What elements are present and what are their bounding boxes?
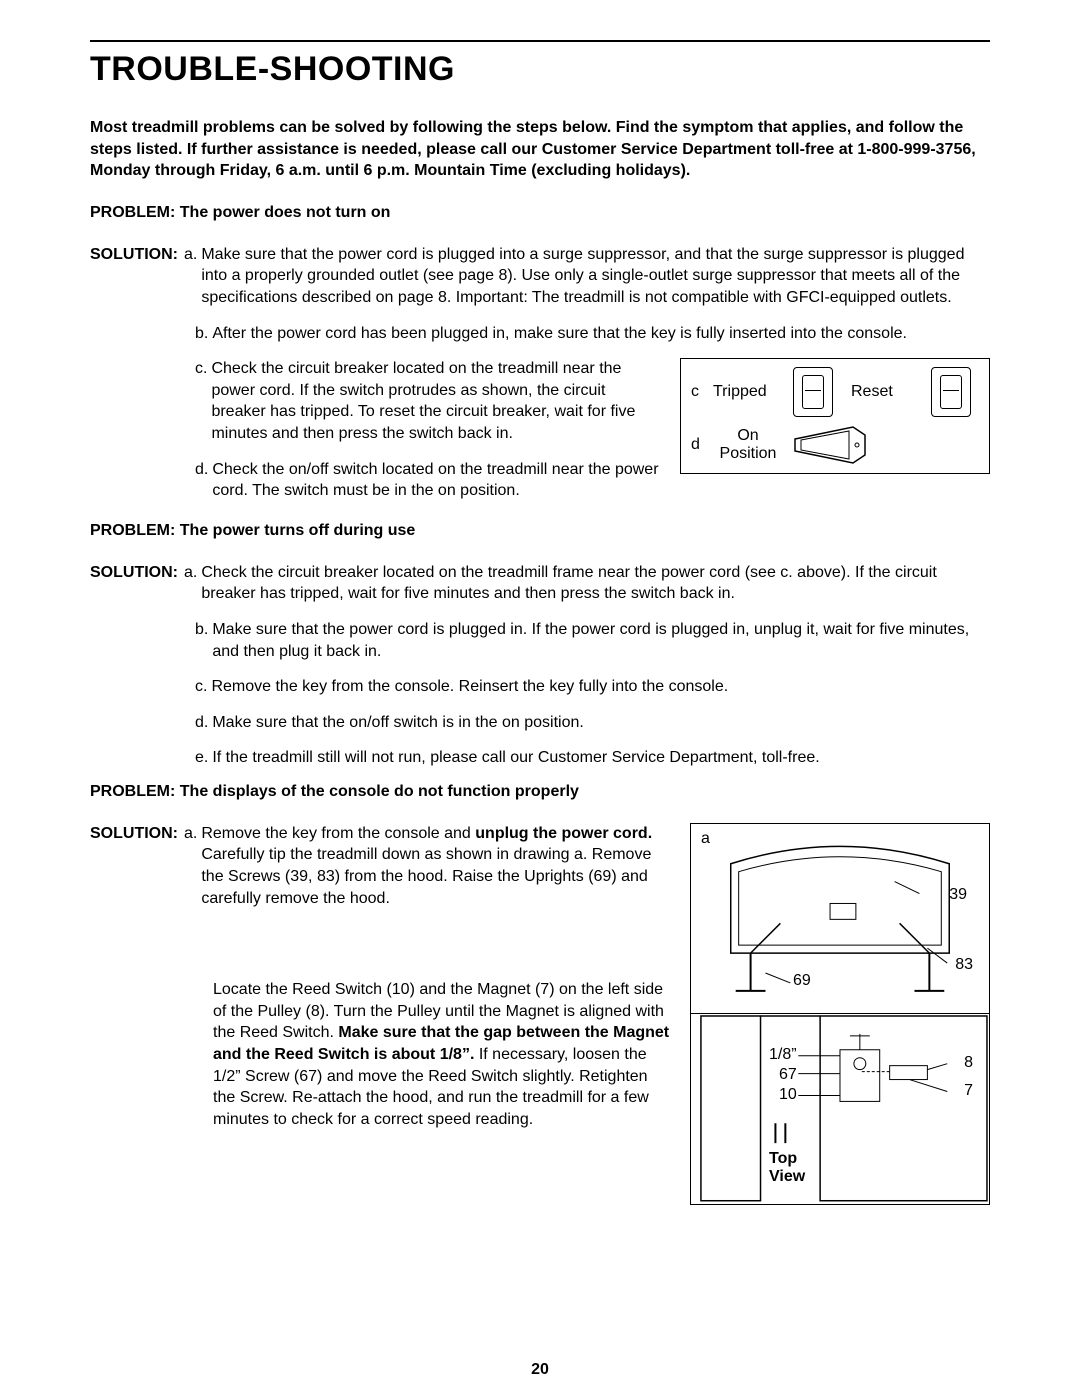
figure-a: a 39 69 83 (690, 823, 990, 1205)
fig-c-tag: c (691, 383, 703, 401)
solution-1a-text: Make sure that the power cord is plugged… (201, 244, 990, 309)
bullet-a: a. (184, 244, 197, 266)
solution-2e: e. If the treadmill still will not run, … (195, 747, 990, 769)
callout-view: View (769, 1168, 805, 1186)
callout-18: 1/8” (769, 1046, 797, 1064)
fig-c-row: c Tripped Reset (691, 367, 979, 417)
row-p3: SOLUTION: a. Remove the key from the con… (90, 823, 990, 1205)
solution-label-3: SOLUTION: (90, 823, 178, 845)
solution-1c-text: Check the circuit breaker located on the… (211, 358, 660, 444)
bullet-3a: a. (184, 823, 197, 845)
solution-1d: d. Check the on/off switch located on th… (195, 459, 660, 502)
solution-3-para2: Locate the Reed Switch (10) and the Magn… (213, 979, 670, 1130)
callout-10: 10 (779, 1086, 797, 1104)
solution-2a: SOLUTION: a. Check the circuit breaker l… (90, 562, 990, 605)
p3-para2-text: Locate the Reed Switch (10) and the Magn… (213, 979, 670, 1130)
solution-1a: SOLUTION: a. Make sure that the power co… (90, 244, 990, 309)
solution-1b: b. After the power cord has been plugged… (195, 323, 990, 345)
page-number: 20 (0, 1361, 1080, 1379)
bullet-2d: d. (195, 712, 208, 734)
toggle-switch-icon (793, 425, 867, 465)
reset-switch-icon (931, 367, 971, 417)
bullet-2a: a. (184, 562, 197, 584)
solution-1b-text: After the power cord has been plugged in… (212, 323, 990, 345)
fig-d-row: d On Position (691, 425, 979, 465)
col-p3-text: SOLUTION: a. Remove the key from the con… (90, 823, 670, 1145)
solution-2d-text: Make sure that the on/off switch is in t… (212, 712, 990, 734)
callout-39: 39 (949, 886, 967, 904)
figure-a-top: a 39 69 83 (691, 824, 989, 1014)
bullet-c: c. (195, 358, 207, 380)
p3a-post1: Carefully tip the treadmill down as show… (201, 846, 651, 906)
callout-top: Top (769, 1150, 797, 1168)
fig-d-tag: d (691, 436, 703, 454)
solution-2b-text: Make sure that the power cord is plugged… (212, 619, 990, 662)
fig-tripped-label: Tripped (713, 383, 783, 401)
solution-1c: c. Check the circuit breaker located on … (195, 358, 660, 444)
figure-cd: c Tripped Reset d On Position (680, 358, 990, 474)
bullet-b: b. (195, 323, 208, 345)
solution-2c-text: Remove the key from the console. Reinser… (211, 676, 990, 698)
bullet-2b: b. (195, 619, 208, 641)
row-cd: c. Check the circuit breaker located on … (90, 358, 990, 516)
problem-3-label: PROBLEM: The displays of the console do … (90, 783, 990, 801)
solution-label: SOLUTION: (90, 244, 178, 266)
on-position-label: On Position (713, 427, 783, 463)
solution-label-2: SOLUTION: (90, 562, 178, 584)
top-rule (90, 40, 990, 42)
p3a-bold1: unplug the power cord. (475, 825, 652, 842)
solution-1d-text: Check the on/off switch located on the t… (212, 459, 660, 502)
figure-a-bottom: 1/8” 67 10 8 7 Top View (691, 1014, 989, 1204)
solution-2d: d. Make sure that the on/off switch is i… (195, 712, 990, 734)
fig-reset-label: Reset (851, 383, 921, 401)
callout-83: 83 (955, 956, 973, 974)
bullet-2e: e. (195, 747, 208, 769)
problem-2-label: PROBLEM: The power turns off during use (90, 522, 990, 540)
page-title: TROUBLE-SHOOTING (90, 50, 990, 89)
callout-7: 7 (964, 1082, 973, 1100)
solution-2e-text: If the treadmill still will not run, ple… (212, 747, 990, 769)
reed-switch-drawing-icon (691, 1014, 989, 1203)
solution-3a-text: Remove the key from the console and unpl… (201, 823, 670, 909)
solution-2c: c. Remove the key from the console. Rein… (195, 676, 990, 698)
solution-3a: SOLUTION: a. Remove the key from the con… (90, 823, 670, 909)
problem-1-label: PROBLEM: The power does not turn on (90, 204, 990, 222)
col-cd-text: c. Check the circuit breaker located on … (90, 358, 660, 516)
callout-69: 69 (793, 972, 811, 990)
bullet-2c: c. (195, 676, 207, 698)
page: TROUBLE-SHOOTING Most treadmill problems… (0, 0, 1080, 1205)
callout-8: 8 (964, 1054, 973, 1072)
bullet-d: d. (195, 459, 208, 481)
intro-text: Most treadmill problems can be solved by… (90, 117, 990, 182)
p3a-pre: Remove the key from the console and (201, 825, 475, 842)
treadmill-drawing-icon (691, 824, 989, 1013)
solution-2a-text: Check the circuit breaker located on the… (201, 562, 990, 605)
on-l1: On (713, 427, 783, 445)
callout-67: 67 (779, 1066, 797, 1084)
solution-2b: b. Make sure that the power cord is plug… (195, 619, 990, 662)
tripped-switch-icon (793, 367, 833, 417)
on-l2: Position (713, 445, 783, 463)
